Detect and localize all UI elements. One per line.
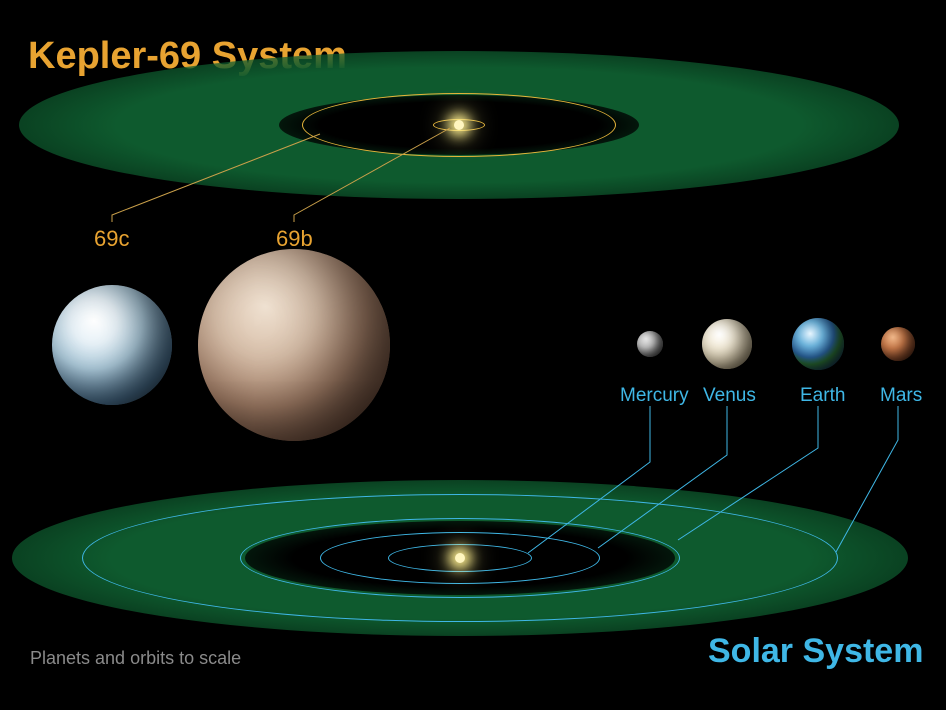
orbit-earth (240, 518, 680, 598)
kepler-title: Kepler-69 System (28, 35, 347, 78)
planet-label-69b: 69b (276, 226, 313, 252)
orbit-venus (320, 532, 600, 584)
planet-69b (198, 249, 390, 441)
orbit-mercury (388, 544, 532, 572)
planet-69c (52, 285, 172, 405)
solar-title: Solar System (708, 632, 923, 671)
planet-label-mercury: Mercury (620, 385, 689, 407)
planet-label-earth: Earth (800, 385, 845, 407)
planet-mars (881, 327, 915, 361)
planet-earth (792, 318, 844, 370)
planet-venus (702, 319, 752, 369)
planet-label-venus: Venus (703, 385, 756, 407)
orbit-69c (302, 93, 616, 157)
orbit-69b (433, 119, 485, 131)
planet-label-69c: 69c (94, 226, 129, 252)
planet-mercury (637, 331, 663, 357)
planet-label-mars: Mars (880, 385, 922, 407)
footnote: Planets and orbits to scale (30, 648, 241, 669)
habitable-zone-label: Habitable Zone (660, 111, 802, 135)
orbit-mars (82, 494, 838, 622)
